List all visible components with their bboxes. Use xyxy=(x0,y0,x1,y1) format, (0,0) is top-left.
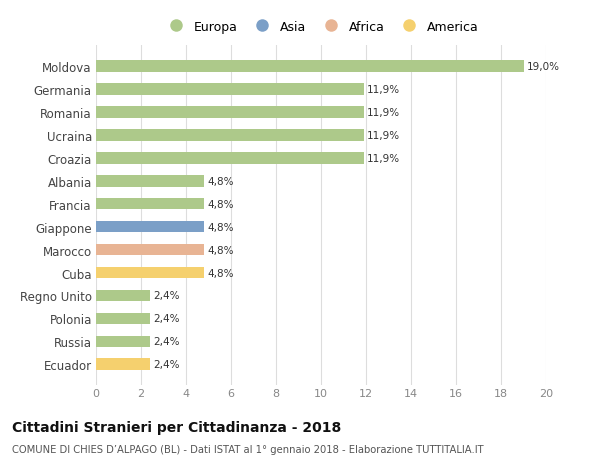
Bar xyxy=(96,84,364,95)
Bar xyxy=(96,267,204,279)
Text: 11,9%: 11,9% xyxy=(367,85,400,95)
Bar xyxy=(96,153,364,164)
Text: 2,4%: 2,4% xyxy=(154,336,180,347)
Bar xyxy=(96,130,364,141)
Text: 4,8%: 4,8% xyxy=(208,222,234,232)
Text: 2,4%: 2,4% xyxy=(154,313,180,324)
Text: 19,0%: 19,0% xyxy=(527,62,560,72)
Text: 11,9%: 11,9% xyxy=(367,108,400,118)
Bar xyxy=(96,358,150,370)
Text: COMUNE DI CHIES D’ALPAGO (BL) - Dati ISTAT al 1° gennaio 2018 - Elaborazione TUT: COMUNE DI CHIES D’ALPAGO (BL) - Dati IST… xyxy=(12,444,484,454)
Text: Cittadini Stranieri per Cittadinanza - 2018: Cittadini Stranieri per Cittadinanza - 2… xyxy=(12,420,341,434)
Text: 11,9%: 11,9% xyxy=(367,131,400,140)
Bar xyxy=(96,221,204,233)
Bar xyxy=(96,62,523,73)
Bar xyxy=(96,176,204,187)
Bar xyxy=(96,336,150,347)
Text: 2,4%: 2,4% xyxy=(154,291,180,301)
Text: 4,8%: 4,8% xyxy=(208,199,234,209)
Text: 2,4%: 2,4% xyxy=(154,359,180,369)
Bar xyxy=(96,107,364,118)
Bar xyxy=(96,244,204,256)
Text: 4,8%: 4,8% xyxy=(208,176,234,186)
Text: 11,9%: 11,9% xyxy=(367,154,400,163)
Bar xyxy=(96,313,150,325)
Text: 4,8%: 4,8% xyxy=(208,268,234,278)
Bar xyxy=(96,199,204,210)
Text: 4,8%: 4,8% xyxy=(208,245,234,255)
Legend: Europa, Asia, Africa, America: Europa, Asia, Africa, America xyxy=(161,18,481,36)
Bar xyxy=(96,290,150,302)
